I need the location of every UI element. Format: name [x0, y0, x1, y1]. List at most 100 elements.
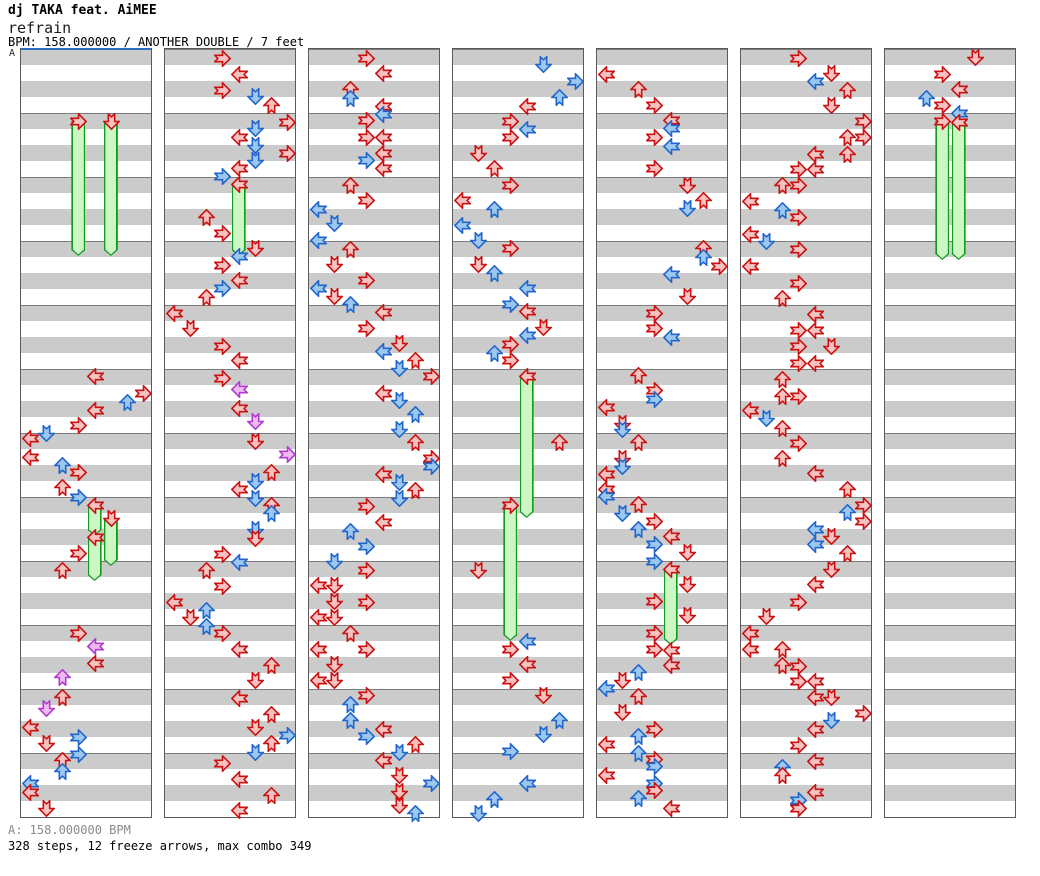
note-arrow-left: [375, 385, 392, 402]
freeze-arrow-body: [952, 122, 966, 260]
note-arrow-right: [214, 50, 231, 67]
note-arrow-down: [326, 288, 343, 305]
note-arrow-right: [646, 160, 663, 177]
note-arrow-down: [614, 421, 631, 438]
note-arrow-right: [855, 497, 872, 514]
note-arrow-down: [391, 360, 408, 377]
note-arrow-left: [519, 368, 536, 385]
note-arrow-left: [951, 81, 968, 98]
note-arrow-left: [87, 529, 104, 546]
note-arrow-left: [807, 355, 824, 372]
note-arrow-down: [391, 783, 408, 800]
note-arrow-up: [486, 345, 503, 362]
note-arrow-right: [214, 755, 231, 772]
note-arrow-right: [358, 498, 375, 515]
note-arrow-down: [326, 672, 343, 689]
note-arrow-down: [247, 137, 264, 154]
note-arrow-left: [807, 673, 824, 690]
note-arrow-right: [790, 594, 807, 611]
step-chart-panel-3: [308, 48, 440, 822]
note-arrow-left: [231, 554, 248, 571]
note-arrow-left: [375, 721, 392, 738]
note-arrow-left: [663, 329, 680, 346]
note-arrow-left: [807, 465, 824, 482]
note-arrow-right: [790, 355, 807, 372]
note-arrow-left: [807, 753, 824, 770]
note-arrow-right: [790, 275, 807, 292]
note-arrow-down: [470, 256, 487, 273]
note-arrow-left: [231, 272, 248, 289]
note-arrow-left: [375, 466, 392, 483]
note-arrow-right: [70, 729, 87, 746]
note-arrow-right: [70, 545, 87, 562]
note-arrow-left: [807, 146, 824, 163]
note-arrow-left: [231, 176, 248, 193]
note-arrow-up: [486, 791, 503, 808]
freeze-arrow-body: [503, 505, 517, 641]
note-arrow-down: [326, 215, 343, 232]
note-arrow-left: [375, 129, 392, 146]
note-arrow-left: [231, 129, 248, 146]
note-arrow-right: [214, 280, 231, 297]
note-arrow-down: [38, 735, 55, 752]
note-arrow-up: [774, 202, 791, 219]
note-arrow-right: [502, 743, 519, 760]
note-arrow-right: [790, 209, 807, 226]
note-arrow-left: [87, 655, 104, 672]
note-arrow-left: [663, 138, 680, 155]
note-arrow-left: [663, 266, 680, 283]
note-arrow-up: [198, 289, 215, 306]
note-arrow-right: [358, 112, 375, 129]
note-arrow-right: [279, 446, 296, 463]
note-arrow-right: [358, 192, 375, 209]
note-arrow-down: [326, 656, 343, 673]
note-arrow-right: [934, 113, 951, 130]
step-chart-panel-7: [884, 48, 1016, 818]
note-arrow-right: [790, 658, 807, 675]
note-arrow-up: [342, 625, 359, 642]
note-arrow-down: [247, 473, 264, 490]
note-arrow-left: [807, 73, 824, 90]
note-arrow-down: [679, 200, 696, 217]
note-arrow-right: [70, 746, 87, 763]
note-arrow-up: [342, 241, 359, 258]
note-arrow-right: [790, 737, 807, 754]
note-arrow-left: [663, 642, 680, 659]
note-arrow-up: [119, 394, 136, 411]
note-arrow-up: [774, 767, 791, 784]
note-arrow-up: [54, 479, 71, 496]
note-arrow-right: [646, 625, 663, 642]
note-arrow-right: [214, 546, 231, 563]
note-arrow-left: [519, 633, 536, 650]
note-arrow-left: [375, 145, 392, 162]
note-arrow-left: [310, 672, 327, 689]
note-arrow-left: [663, 561, 680, 578]
freeze-arrow-body: [104, 121, 118, 256]
note-arrow-up: [263, 787, 280, 804]
note-arrow-right: [790, 673, 807, 690]
note-arrow-left: [310, 577, 327, 594]
note-arrow-left: [375, 752, 392, 769]
freeze-arrow-body: [71, 121, 85, 256]
freeze-arrow-body: [104, 518, 118, 566]
note-arrow-down: [535, 56, 552, 73]
note-arrow-up: [54, 763, 71, 780]
note-arrow-down: [38, 425, 55, 442]
note-arrow-left: [598, 466, 615, 483]
note-arrow-up: [342, 177, 359, 194]
note-arrow-down: [535, 687, 552, 704]
note-arrow-right: [358, 129, 375, 146]
note-arrow-down: [614, 458, 631, 475]
note-arrow-left: [231, 481, 248, 498]
note-arrow-right: [646, 97, 663, 114]
note-arrow-right: [358, 562, 375, 579]
note-arrow-up: [630, 745, 647, 762]
note-arrow-left: [87, 402, 104, 419]
note-arrow-left: [231, 160, 248, 177]
note-arrow-up: [630, 367, 647, 384]
note-arrow-up: [839, 82, 856, 99]
note-arrow-down: [470, 562, 487, 579]
note-arrow-right: [214, 257, 231, 274]
note-arrow-left: [310, 609, 327, 626]
note-arrow-left: [598, 767, 615, 784]
